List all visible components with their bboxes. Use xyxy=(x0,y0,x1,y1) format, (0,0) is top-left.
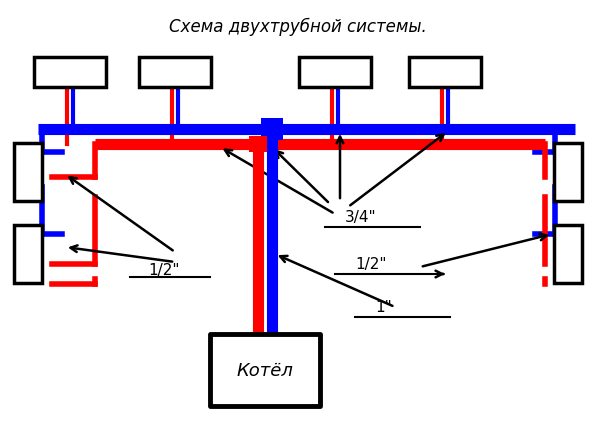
Bar xyxy=(249,137,267,153)
Text: 1/2": 1/2" xyxy=(355,257,386,272)
Text: Схема двухтрубной системы.: Схема двухтрубной системы. xyxy=(169,18,427,36)
Bar xyxy=(34,58,106,88)
Text: 1/2": 1/2" xyxy=(148,262,180,277)
Bar xyxy=(554,144,582,201)
Bar xyxy=(210,334,320,406)
Bar xyxy=(299,58,371,88)
Bar xyxy=(409,58,481,88)
Text: 1": 1" xyxy=(375,300,392,315)
Text: 3/4": 3/4" xyxy=(345,210,377,225)
Bar xyxy=(14,226,42,283)
Bar xyxy=(554,226,582,283)
Bar xyxy=(261,119,283,141)
Text: Котёл: Котёл xyxy=(236,361,294,379)
Bar xyxy=(139,58,211,88)
Bar xyxy=(14,144,42,201)
